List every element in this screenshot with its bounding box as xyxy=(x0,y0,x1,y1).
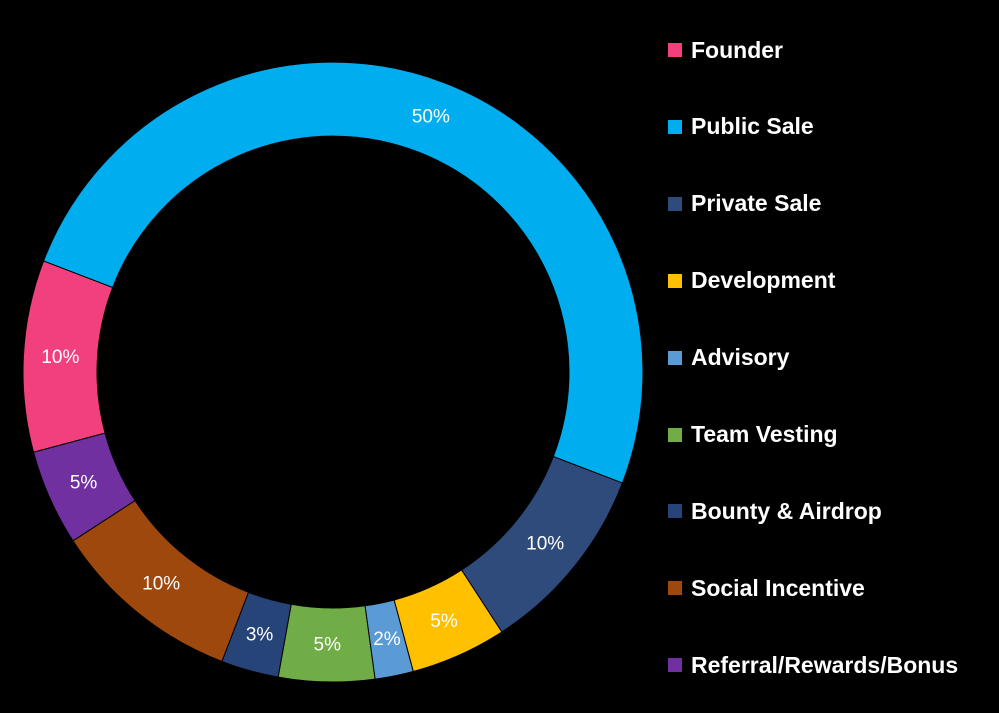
legend-swatch-social-incentive xyxy=(668,581,682,596)
legend-label-development: Development xyxy=(691,267,836,294)
legend-label-public-sale: Public Sale xyxy=(691,113,814,140)
legend-item-social-incentive: Social Incentive xyxy=(668,568,865,608)
legend-label-private-sale: Private Sale xyxy=(691,190,822,217)
legend-item-development: Development xyxy=(668,261,835,301)
donut-chart: 10% 50% 10% 5% 2% 5% 3% 10% 5% xyxy=(22,61,644,683)
legend-label-referral-rewards-bonus: Referral/Rewards/Bonus xyxy=(691,651,959,678)
legend-swatch-founder xyxy=(668,43,682,57)
slice-label-public-sale: 50% xyxy=(412,107,450,128)
legend-item-public-sale: Public Sale xyxy=(668,107,814,147)
slice-label-private-sale: 10% xyxy=(526,533,564,554)
legend-label-advisory: Advisory xyxy=(691,344,790,371)
legend-swatch-public-sale xyxy=(668,119,682,134)
legend-swatch-team-vesting xyxy=(668,427,682,442)
legend-swatch-private-sale xyxy=(668,196,682,211)
legend-label-founder: Founder xyxy=(691,36,783,63)
legend-swatch-development xyxy=(668,273,682,288)
slice-label-development: 5% xyxy=(430,611,458,632)
legend-item-bounty-airdrop: Bounty & Airdrop xyxy=(668,491,882,531)
legend-item-founder: Founder xyxy=(668,30,783,70)
donut-slices xyxy=(22,61,644,683)
legend-swatch-referral-rewards-bonus xyxy=(668,658,682,673)
legend-label-team-vesting: Team Vesting xyxy=(691,421,838,447)
legend-swatch-bounty-airdrop xyxy=(668,504,682,519)
slice-label-advisory: 2% xyxy=(373,629,401,650)
legend-label-bounty-airdrop: Bounty & Airdrop xyxy=(691,497,882,524)
slice-label-social-incentive: 10% xyxy=(142,574,180,595)
donut-slice-public-sale xyxy=(42,61,644,484)
donut-slice-referral-rewards-bonus xyxy=(32,432,136,542)
slice-label-referral-rewards-bonus: 5% xyxy=(70,473,98,494)
legend-item-team-vesting: Team Vesting xyxy=(668,415,838,455)
slice-label-team-vesting: 5% xyxy=(314,634,342,655)
legend-item-private-sale: Private Sale xyxy=(668,184,821,224)
legend-item-referral-rewards-bonus: Referral/Rewards/Bonus xyxy=(668,645,958,685)
legend-label-social-incentive: Social Incentive xyxy=(691,574,865,601)
legend-item-advisory: Advisory xyxy=(668,338,789,378)
slice-label-founder: 10% xyxy=(41,347,79,368)
slice-label-bounty-airdrop: 3% xyxy=(246,624,274,645)
donut-slice-labels: 10% 50% 10% 5% 2% 5% 3% 10% 5% xyxy=(41,107,564,656)
legend-swatch-advisory xyxy=(668,350,682,365)
